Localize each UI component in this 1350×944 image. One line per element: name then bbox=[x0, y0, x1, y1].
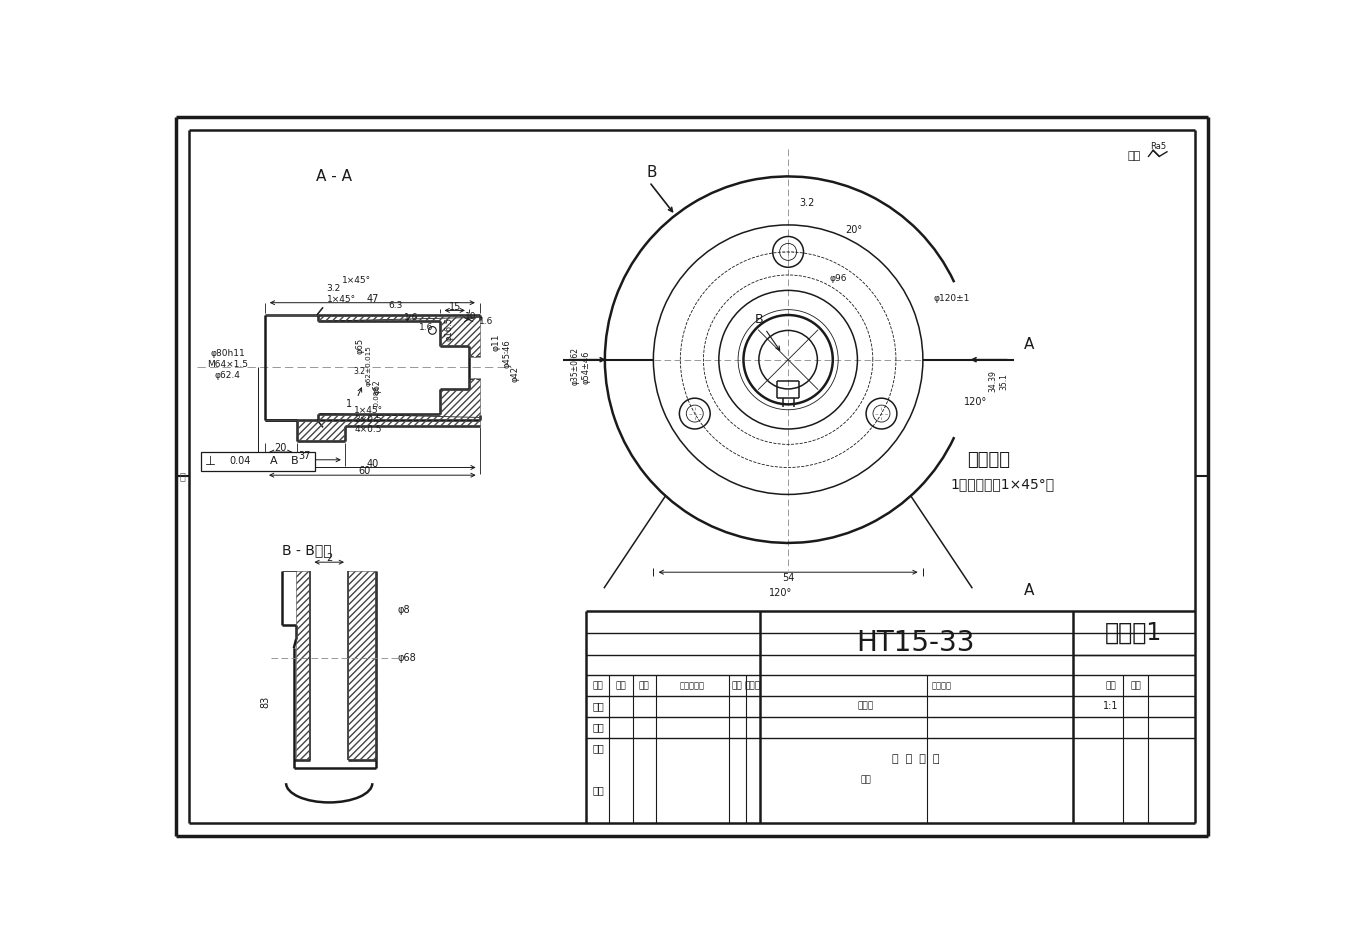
Text: 记: 记 bbox=[180, 471, 186, 480]
Text: B: B bbox=[755, 313, 763, 326]
Text: A - A: A - A bbox=[316, 169, 352, 184]
Text: 3.2: 3.2 bbox=[354, 366, 366, 376]
Text: φ54±46: φ54±46 bbox=[580, 350, 590, 384]
Text: φ8: φ8 bbox=[398, 605, 410, 615]
Text: 3.2: 3.2 bbox=[327, 283, 342, 293]
Circle shape bbox=[428, 327, 436, 334]
Text: -0.088: -0.088 bbox=[374, 385, 379, 408]
Text: φ96: φ96 bbox=[829, 275, 846, 283]
Text: 0.04: 0.04 bbox=[230, 456, 251, 466]
Text: M64×1.5: M64×1.5 bbox=[207, 360, 248, 369]
Text: φ80h11: φ80h11 bbox=[211, 349, 244, 358]
Text: 制图: 制图 bbox=[593, 722, 603, 732]
Text: 标记: 标记 bbox=[593, 681, 603, 690]
Bar bbox=[201, 452, 316, 470]
Text: 1.6: 1.6 bbox=[418, 323, 433, 332]
Text: φ62±0.015: φ62±0.015 bbox=[366, 346, 371, 386]
Text: 审核: 审核 bbox=[593, 743, 603, 752]
Text: φ35±0.62: φ35±0.62 bbox=[571, 346, 580, 385]
Text: 比例: 比例 bbox=[1106, 681, 1116, 690]
Text: 技术要求: 技术要求 bbox=[967, 451, 1010, 469]
Text: 4×0.5: 4×0.5 bbox=[355, 425, 382, 434]
Text: φ62.4: φ62.4 bbox=[215, 371, 240, 379]
Text: A: A bbox=[1023, 583, 1034, 598]
Text: 15: 15 bbox=[448, 301, 460, 312]
Text: 1、未注倒觓1×45°。: 1、未注倒觓1×45°。 bbox=[950, 478, 1054, 492]
Text: φ45∶46: φ45∶46 bbox=[502, 339, 512, 368]
Text: φ42: φ42 bbox=[510, 365, 520, 381]
Text: A: A bbox=[270, 456, 278, 466]
Text: 37: 37 bbox=[298, 451, 311, 461]
Text: 1.6: 1.6 bbox=[479, 316, 494, 326]
Text: 3.2: 3.2 bbox=[799, 198, 815, 209]
Text: 120°: 120° bbox=[964, 397, 987, 407]
Text: 共  张  第  张: 共 张 第 张 bbox=[892, 753, 940, 764]
Text: B: B bbox=[290, 456, 298, 466]
Text: 34.39: 34.39 bbox=[988, 370, 998, 392]
Text: 标准化: 标准化 bbox=[857, 701, 873, 711]
Text: 1.6: 1.6 bbox=[404, 312, 418, 322]
Text: 47: 47 bbox=[366, 294, 378, 304]
Text: 120°: 120° bbox=[768, 588, 792, 598]
Text: 1:1: 1:1 bbox=[1103, 701, 1119, 711]
Text: φ11: φ11 bbox=[491, 333, 500, 351]
Text: 54: 54 bbox=[782, 573, 794, 582]
Text: 1×45°: 1×45° bbox=[327, 295, 356, 304]
Text: A: A bbox=[1023, 337, 1034, 352]
Text: 重量: 重量 bbox=[1130, 681, 1141, 690]
Text: HT15-33: HT15-33 bbox=[857, 629, 975, 657]
Text: 年月日: 年月日 bbox=[745, 681, 761, 690]
Text: 40: 40 bbox=[366, 459, 378, 468]
Text: 10: 10 bbox=[466, 312, 477, 321]
Text: 3×0.5: 3×0.5 bbox=[355, 415, 382, 424]
Text: 6.3: 6.3 bbox=[389, 301, 402, 311]
Text: 批准: 批准 bbox=[860, 776, 871, 784]
Text: 60: 60 bbox=[359, 466, 371, 477]
Text: 工艺: 工艺 bbox=[593, 785, 603, 795]
Text: 其余: 其余 bbox=[1127, 151, 1141, 160]
Text: 设计: 设计 bbox=[593, 701, 603, 711]
Text: B - B旋转: B - B旋转 bbox=[282, 544, 332, 558]
Text: 35.1: 35.1 bbox=[999, 373, 1008, 390]
Text: 签名: 签名 bbox=[732, 681, 742, 690]
Text: 1: 1 bbox=[346, 399, 352, 410]
Text: B: B bbox=[647, 165, 657, 180]
Text: 1×45°: 1×45° bbox=[343, 276, 371, 285]
Text: 2: 2 bbox=[327, 552, 332, 563]
Text: 20: 20 bbox=[274, 444, 288, 453]
Text: 20°: 20° bbox=[845, 226, 863, 235]
Text: 阶段标记: 阶段标记 bbox=[931, 681, 952, 690]
Text: 分区: 分区 bbox=[639, 681, 649, 690]
Text: φ65: φ65 bbox=[355, 338, 364, 354]
Text: Ra5: Ra5 bbox=[1150, 142, 1166, 151]
Text: φ120±1: φ120±1 bbox=[934, 294, 971, 303]
Text: 1×45°: 1×45° bbox=[354, 406, 383, 415]
Text: 处数: 处数 bbox=[616, 681, 626, 690]
Text: ⊥: ⊥ bbox=[204, 455, 215, 468]
Text: 更改文件号: 更改文件号 bbox=[679, 681, 705, 690]
Text: φ16.5: φ16.5 bbox=[446, 317, 454, 341]
Text: φ68: φ68 bbox=[398, 652, 417, 663]
Text: φ62: φ62 bbox=[373, 379, 382, 394]
Text: 83: 83 bbox=[261, 697, 270, 708]
Text: 法兰盘1: 法兰盘1 bbox=[1106, 621, 1162, 645]
